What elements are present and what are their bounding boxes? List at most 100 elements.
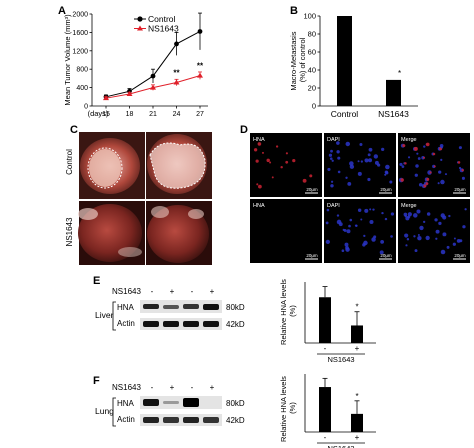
photo-control-2 <box>146 132 212 199</box>
dapi-nucleus <box>357 208 362 213</box>
panel-c-tissue-photos: Control NS1643 <box>65 132 212 265</box>
blot-e-hna-strip <box>140 300 222 313</box>
data-point <box>173 79 180 85</box>
dapi-nucleus <box>336 214 340 217</box>
dapi-nucleus <box>363 234 366 238</box>
blot-e-lane-3: - <box>191 287 194 296</box>
hna-signal <box>275 145 279 148</box>
dapi-nucleus <box>368 147 373 152</box>
panel-c-row-label-ns1643: NS1643 <box>65 217 74 246</box>
blot-e-lane-4: + <box>210 287 215 296</box>
hna-signal <box>266 158 270 163</box>
dapi-nucleus <box>407 215 411 219</box>
hna-signal <box>261 151 264 154</box>
group-label: NS1643 <box>327 444 354 448</box>
dapi-nucleus <box>330 180 334 183</box>
dapi-nucleus <box>367 177 371 182</box>
blot-f-treatment-label: NS1643 <box>112 383 141 392</box>
dapi-nucleus <box>418 182 423 187</box>
dapi-nucleus <box>369 219 374 225</box>
macro-metastasis-bar-chart: Macro-Metastasis (%) of control 0 20 40 60 8… <box>289 12 418 119</box>
blot-e-lane-1: - <box>151 287 154 296</box>
y-tick-label: 0 <box>312 102 316 111</box>
tile-channel-label: HNA <box>253 137 265 143</box>
dapi-nucleus <box>458 166 462 170</box>
legend-control-label: Control <box>148 14 176 24</box>
dapi-nucleus <box>357 160 360 163</box>
dapi-nucleus <box>343 229 347 232</box>
dapi-nucleus <box>369 208 372 211</box>
y-tick-label: 1200 <box>72 48 88 55</box>
dapi-nucleus <box>403 212 408 217</box>
blot-e-size-42: 42kD <box>226 320 245 329</box>
tile-background <box>398 199 470 263</box>
dapi-nucleus <box>345 141 351 147</box>
dapi-nucleus <box>390 235 393 238</box>
hna-signal <box>253 148 258 152</box>
dapi-nucleus <box>372 208 375 211</box>
dapi-nucleus <box>440 158 443 162</box>
dapi-nucleus <box>337 170 341 174</box>
bar <box>319 387 331 432</box>
blot-band <box>203 417 219 423</box>
blot-f-lane-1: - <box>151 383 154 392</box>
data-point <box>150 73 156 79</box>
blot-band <box>163 401 179 404</box>
photo-ns1643-2 <box>146 201 212 265</box>
dapi-nucleus <box>325 221 329 225</box>
blot-band <box>163 305 179 309</box>
x-tick-label: - <box>324 433 327 442</box>
chart-b-ylabel: Macro-Metastasis (%) of control <box>289 29 307 90</box>
panel-label-b: B <box>290 5 298 17</box>
panel-d-row-label-control: Control <box>233 152 242 177</box>
y-tick-label: 0 <box>84 104 88 111</box>
tile-channel-label: DAPI <box>327 203 340 209</box>
dapi-nucleus <box>344 242 349 247</box>
blot-band <box>143 304 159 309</box>
dapi-nucleus <box>417 233 420 237</box>
dapi-nucleus <box>456 238 461 243</box>
dapi-nucleus <box>373 154 379 159</box>
dapi-nucleus <box>406 238 410 241</box>
hna-signal <box>258 184 262 189</box>
dapi-nucleus <box>368 158 373 163</box>
dapi-nucleus <box>364 208 369 213</box>
hna-signal <box>404 162 407 165</box>
blot-f-lane-3: - <box>191 383 194 392</box>
dapi-nucleus <box>329 157 333 160</box>
blot-band <box>183 321 199 327</box>
dapi-nucleus <box>327 167 331 171</box>
dapi-nucleus <box>444 173 448 176</box>
panel-d-immunofluorescence: HNA20μmDAPI20μmMerge20μmHNA20μmDAPI20μmM… <box>233 133 470 263</box>
y-tick-label: 1600 <box>72 30 88 37</box>
hna-signal <box>280 166 283 169</box>
hna-signal <box>269 161 272 164</box>
dapi-nucleus <box>440 179 445 185</box>
y-tick-label: 40 <box>308 66 316 75</box>
panel-d-row-label-ns1643: NS1643 <box>233 218 242 245</box>
dapi-nucleus <box>434 218 438 222</box>
hna-signal <box>257 142 262 146</box>
dapi-nucleus <box>389 180 393 184</box>
blot-f-tissue: Lung <box>95 406 114 416</box>
dapi-nucleus <box>452 242 456 246</box>
dapi-nucleus <box>442 215 447 220</box>
blot-e-tissue: Liver <box>95 310 114 320</box>
dapi-nucleus <box>345 176 348 179</box>
blot-f-size-80: 80kD <box>226 399 245 408</box>
x-tick-label: - <box>324 344 327 353</box>
dapi-nucleus <box>354 224 358 227</box>
panel-label-a: A <box>58 5 66 17</box>
dapi-nucleus <box>381 147 385 152</box>
chart-e-ylabel: Relative HNA levels (%) <box>279 277 297 345</box>
dapi-nucleus <box>341 249 345 253</box>
dapi-nucleus <box>330 149 333 153</box>
dapi-nucleus <box>438 170 442 174</box>
blot-f-lane-4: + <box>210 383 215 392</box>
dapi-nucleus <box>435 237 438 240</box>
dapi-nucleus <box>439 143 444 148</box>
significance-marker: * <box>355 303 358 312</box>
tile-background <box>250 199 322 263</box>
dapi-nucleus <box>328 153 333 157</box>
photo-control-1 <box>79 132 145 199</box>
